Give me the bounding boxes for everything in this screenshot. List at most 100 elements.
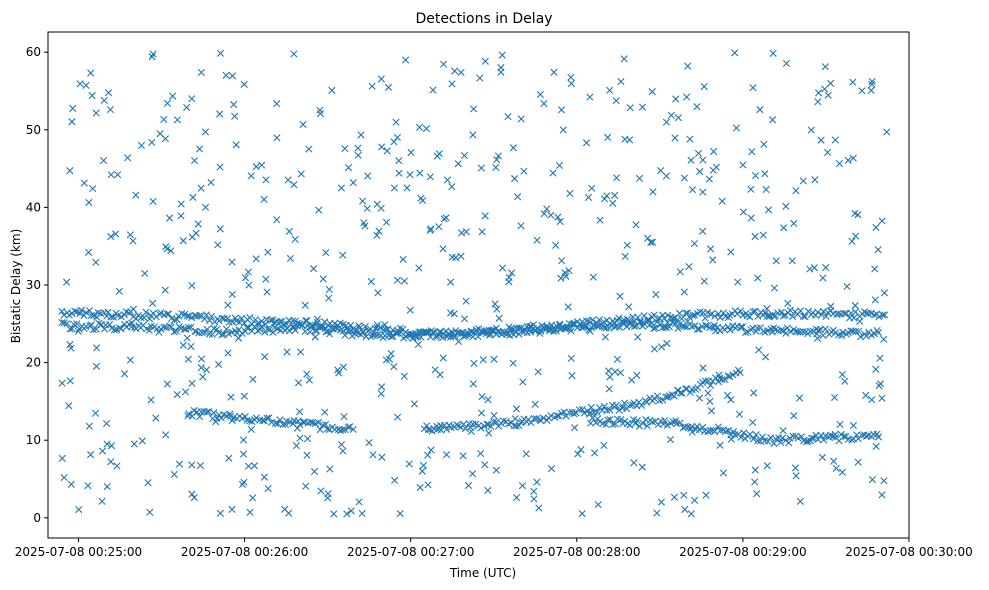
x-axis-label: Time (UTC) [449, 566, 516, 580]
detection-point [197, 364, 205, 372]
detection-point [616, 292, 624, 300]
detection-point [543, 205, 551, 213]
detection-point [179, 237, 187, 245]
detection-point [180, 325, 188, 333]
detection-point [357, 131, 365, 139]
detection-point [566, 189, 574, 198]
detection-point [93, 344, 101, 352]
detection-point [612, 401, 620, 409]
detection-point [375, 227, 383, 235]
detection-point [145, 326, 153, 334]
detection-point [600, 402, 608, 411]
x-tick-label: 2025-07-08 00:30:00 [845, 545, 972, 559]
detection-point [65, 402, 73, 410]
detection-point [603, 406, 611, 414]
detection-point [780, 224, 788, 232]
detection-point [603, 316, 611, 324]
detection-point [390, 138, 398, 146]
detection-point [351, 330, 359, 338]
detection-point [384, 83, 393, 91]
detection-point [806, 327, 815, 336]
detection-point [486, 331, 494, 339]
detection-point [824, 148, 832, 157]
detection-point [751, 171, 760, 180]
detection-point [339, 363, 348, 371]
detection-point [264, 484, 272, 493]
detection-point [393, 276, 402, 284]
detection-point [689, 312, 697, 320]
detection-point [177, 212, 185, 220]
detection-point [469, 470, 477, 478]
detection-point [747, 325, 755, 334]
detection-point [564, 303, 572, 311]
detection-point [699, 364, 707, 372]
detection-point [429, 328, 437, 336]
detection-point [596, 216, 604, 224]
detection-point [584, 193, 593, 202]
detection-point [321, 408, 329, 416]
detection-point [60, 319, 68, 327]
detection-point [467, 427, 475, 435]
detection-point [160, 323, 168, 331]
detection-point [322, 248, 330, 257]
detection-point [427, 225, 435, 233]
detection-point [593, 408, 601, 416]
detection-point [643, 422, 651, 430]
detection-point [600, 441, 608, 450]
detection-point [776, 438, 785, 446]
detection-point [197, 184, 205, 192]
detection-point [704, 389, 712, 397]
detection-point [216, 110, 224, 118]
detection-point [435, 223, 443, 231]
detection-point [184, 355, 192, 363]
detection-point [469, 380, 477, 388]
detection-point [855, 327, 863, 336]
detection-point [373, 200, 381, 208]
detection-point [141, 269, 149, 277]
detection-point [226, 412, 235, 420]
detection-point [227, 393, 235, 401]
detection-point [73, 320, 81, 328]
detection-point [467, 327, 475, 335]
detection-point [341, 331, 349, 339]
detection-point [856, 333, 865, 341]
detection-point [605, 385, 613, 393]
detection-point [102, 419, 111, 428]
detection-point [337, 440, 346, 449]
detection-point [849, 421, 857, 430]
detection-point [872, 223, 880, 232]
detection-point [858, 87, 866, 95]
detection-point [758, 433, 767, 441]
detection-point [801, 313, 809, 321]
detection-point [296, 348, 305, 356]
detection-point [473, 329, 481, 337]
detection-point [522, 450, 530, 458]
detection-point [238, 480, 247, 489]
detection-point [305, 145, 313, 153]
detection-point [683, 309, 692, 317]
detection-point [763, 305, 771, 313]
detection-point [684, 62, 692, 70]
detection-point [58, 454, 66, 462]
detection-point [448, 183, 456, 191]
detection-point [668, 391, 676, 399]
detection-point [262, 275, 270, 283]
detection-point [167, 323, 175, 331]
detection-point [589, 273, 597, 281]
detection-point [92, 109, 100, 117]
detection-point [228, 290, 236, 298]
detection-point [490, 355, 498, 363]
detection-point [407, 148, 415, 157]
detection-point [821, 63, 829, 71]
detection-point [687, 510, 695, 518]
detection-point [819, 331, 827, 340]
detection-point [751, 466, 759, 474]
detection-point [98, 447, 107, 455]
detection-point [508, 269, 516, 277]
detection-point [457, 68, 465, 77]
detection-point [527, 328, 535, 336]
detection-point [238, 329, 246, 337]
detection-point [164, 310, 173, 318]
detection-point [181, 388, 190, 396]
detection-point [772, 257, 780, 265]
